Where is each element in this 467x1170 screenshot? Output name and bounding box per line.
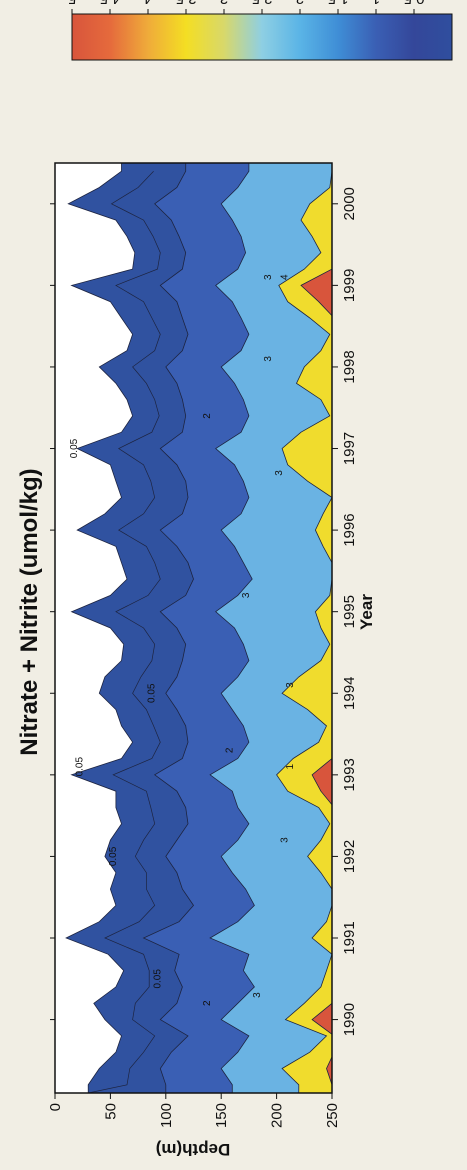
colorbar-tick-label-2: 2 xyxy=(296,0,304,7)
colorbar-tick-label-1: 1 xyxy=(372,0,380,7)
contour-label-15: 0.05 xyxy=(108,846,119,866)
x-tick-label-1995: 1995 xyxy=(341,595,358,628)
contour-label-1: 1 xyxy=(285,763,296,769)
x-tick-label-1999: 1999 xyxy=(341,269,358,302)
x-tick-label-1998: 1998 xyxy=(341,350,358,383)
y-tick-label-250: 250 xyxy=(324,1103,341,1128)
contour-label-8: 3 xyxy=(241,592,252,598)
x-tick-label-1992: 1992 xyxy=(341,840,358,873)
x-tick-label-1996: 1996 xyxy=(341,513,358,546)
y-axis-title: Depth(m) xyxy=(156,1140,231,1159)
colorbar-tick-label-4: 4 xyxy=(144,0,152,7)
colorbar-tick-label-0.5: 0.5 xyxy=(404,0,425,7)
contour-label-0: 3 xyxy=(280,837,291,843)
contour-label-3: 3 xyxy=(263,274,274,280)
x-tick-label-1997: 1997 xyxy=(341,432,358,465)
y-tick-label-150: 150 xyxy=(213,1103,230,1128)
y-tick-label-200: 200 xyxy=(269,1103,286,1128)
y-tick-label-100: 100 xyxy=(158,1103,175,1128)
contour-label-4: 4 xyxy=(280,274,291,280)
y-tick-label-50: 50 xyxy=(102,1103,119,1120)
contour-label-12: 0.05 xyxy=(152,969,163,989)
x-tick-label-1994: 1994 xyxy=(341,677,358,710)
colorbar-tick-label-4.5: 4.5 xyxy=(100,0,121,7)
colorbar-tick-label-3.5: 3.5 xyxy=(176,0,197,7)
x-tick-label-2000: 2000 xyxy=(341,187,358,220)
y-axis: 0 50 100 150 200 250 xyxy=(47,1093,341,1128)
colorbar-tick-label-5: 5 xyxy=(68,0,76,7)
x-tick-label-1990: 1990 xyxy=(341,1003,358,1036)
contour-label-11: 2 xyxy=(224,747,235,753)
x-axis-title: Year xyxy=(357,594,376,630)
contour-label-6: 3 xyxy=(263,356,274,362)
contour-band-4 xyxy=(300,163,332,1093)
contour-band-2 xyxy=(209,163,332,1093)
contour-label-10: 2 xyxy=(202,413,213,419)
x-axis: 1990 1991 1992 1993 1994 1995 1996 1997 1998 1999… xyxy=(50,187,358,1036)
contour-label-2: 3 xyxy=(274,470,285,476)
y-tick-label-0: 0 xyxy=(47,1103,64,1111)
chart-title: Nitrate + Nitrite (umol/kg) xyxy=(16,468,43,755)
contour-line-mid xyxy=(88,170,161,1093)
plot-frame xyxy=(54,162,333,1094)
colorbar-tick-label-1.5: 1.5 xyxy=(328,0,349,7)
contour-label-9: 2 xyxy=(202,1000,213,1006)
contour-label-14: 0.05 xyxy=(69,438,80,458)
colorbar-tick-label-2.5: 2.5 xyxy=(252,0,273,7)
contour-label-5: 3 xyxy=(252,992,263,998)
colorbar-body xyxy=(71,13,453,61)
contour-label-13: 0.05 xyxy=(75,757,86,777)
contour-label-7: 3 xyxy=(285,682,296,688)
contour-label-16: 0.05 xyxy=(147,683,158,703)
colorbar: 0.5 1 1.5 2 2.5 3 3.5 4 4.5 5 xyxy=(68,0,453,61)
contour-band-3 xyxy=(276,163,332,1093)
x-tick-label-1993: 1993 xyxy=(341,758,358,791)
colorbar-tick-label-3: 3 xyxy=(220,0,228,7)
x-tick-label-1991: 1991 xyxy=(341,921,358,954)
